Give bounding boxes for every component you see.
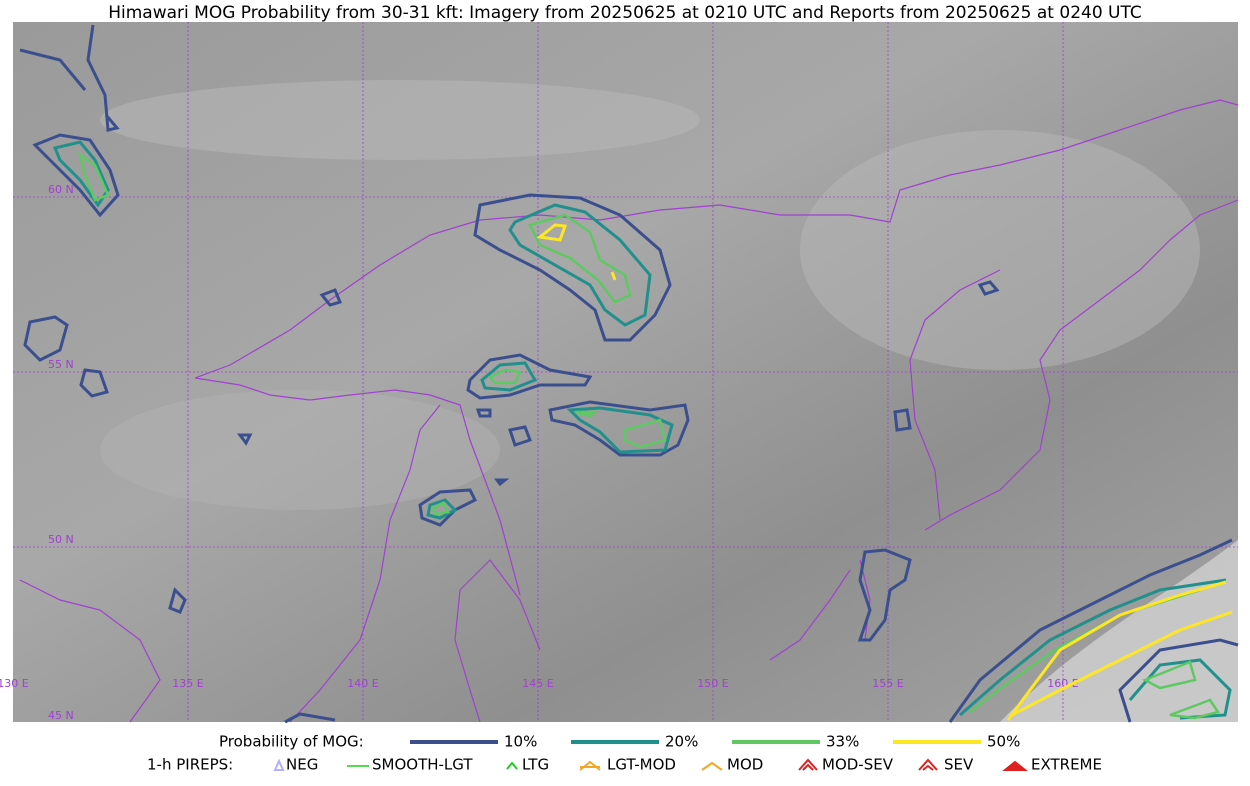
cloud <box>800 130 1200 370</box>
legend-label: SMOOTH-LGT <box>372 756 473 774</box>
cloud <box>100 390 500 510</box>
legend-label: SEV <box>944 756 974 774</box>
graticule: 60 N 55 N 50 N 45 N 130 E 135 E 140 E 145 E 150 … <box>0 22 1238 722</box>
lon-label: 130 E <box>0 677 29 690</box>
cloud <box>1000 540 1238 722</box>
lon-label: 145 E <box>522 677 553 690</box>
pirep-symbol <box>918 758 938 771</box>
cloud <box>100 80 700 160</box>
legend-label: 20% <box>665 733 698 751</box>
legend: Probability of MOG: 10% 20% 33% 50% 1-h PIREP… <box>147 733 1102 774</box>
legend-label: LTG <box>522 756 549 774</box>
legend-title: 1-h PIREPS: <box>147 756 233 774</box>
legend-label: MOD <box>727 756 763 774</box>
title: Himawari MOG Probability from 30-31 kft:… <box>108 3 1142 23</box>
legend-label: 10% <box>504 733 537 751</box>
coastlines <box>19 99 1239 723</box>
lon-label: 140 E <box>347 677 378 690</box>
pirep-symbol <box>1002 760 1028 771</box>
legend-label: NEG <box>286 756 318 774</box>
lat-label: 60 N <box>48 183 74 196</box>
pirep-symbol <box>798 758 818 771</box>
legend-label: LGT-MOD <box>607 756 676 774</box>
pirep-symbol <box>273 758 285 771</box>
legend-title: Probability of MOG: <box>219 733 364 751</box>
lon-label: 150 E <box>697 677 728 690</box>
legend-label: 50% <box>987 733 1020 751</box>
lat-label: 45 N <box>48 709 74 722</box>
lon-label: 160 E <box>1047 677 1078 690</box>
legend-label: EXTREME <box>1031 756 1102 774</box>
lon-label: 155 E <box>872 677 903 690</box>
lat-label: 55 N <box>48 358 74 371</box>
legend-label: 33% <box>826 733 859 751</box>
legend-label: MOD-SEV <box>822 756 894 774</box>
pirep-symbol <box>701 761 723 771</box>
pirep-symbol <box>506 761 518 770</box>
lon-label: 135 E <box>172 677 203 690</box>
pirep-symbol <box>579 760 601 771</box>
map: 60 N 55 N 50 N 45 N 130 E 135 E 140 E 145 E 150 … <box>0 22 1239 724</box>
lat-label: 50 N <box>48 533 74 546</box>
contours <box>19 24 1239 724</box>
